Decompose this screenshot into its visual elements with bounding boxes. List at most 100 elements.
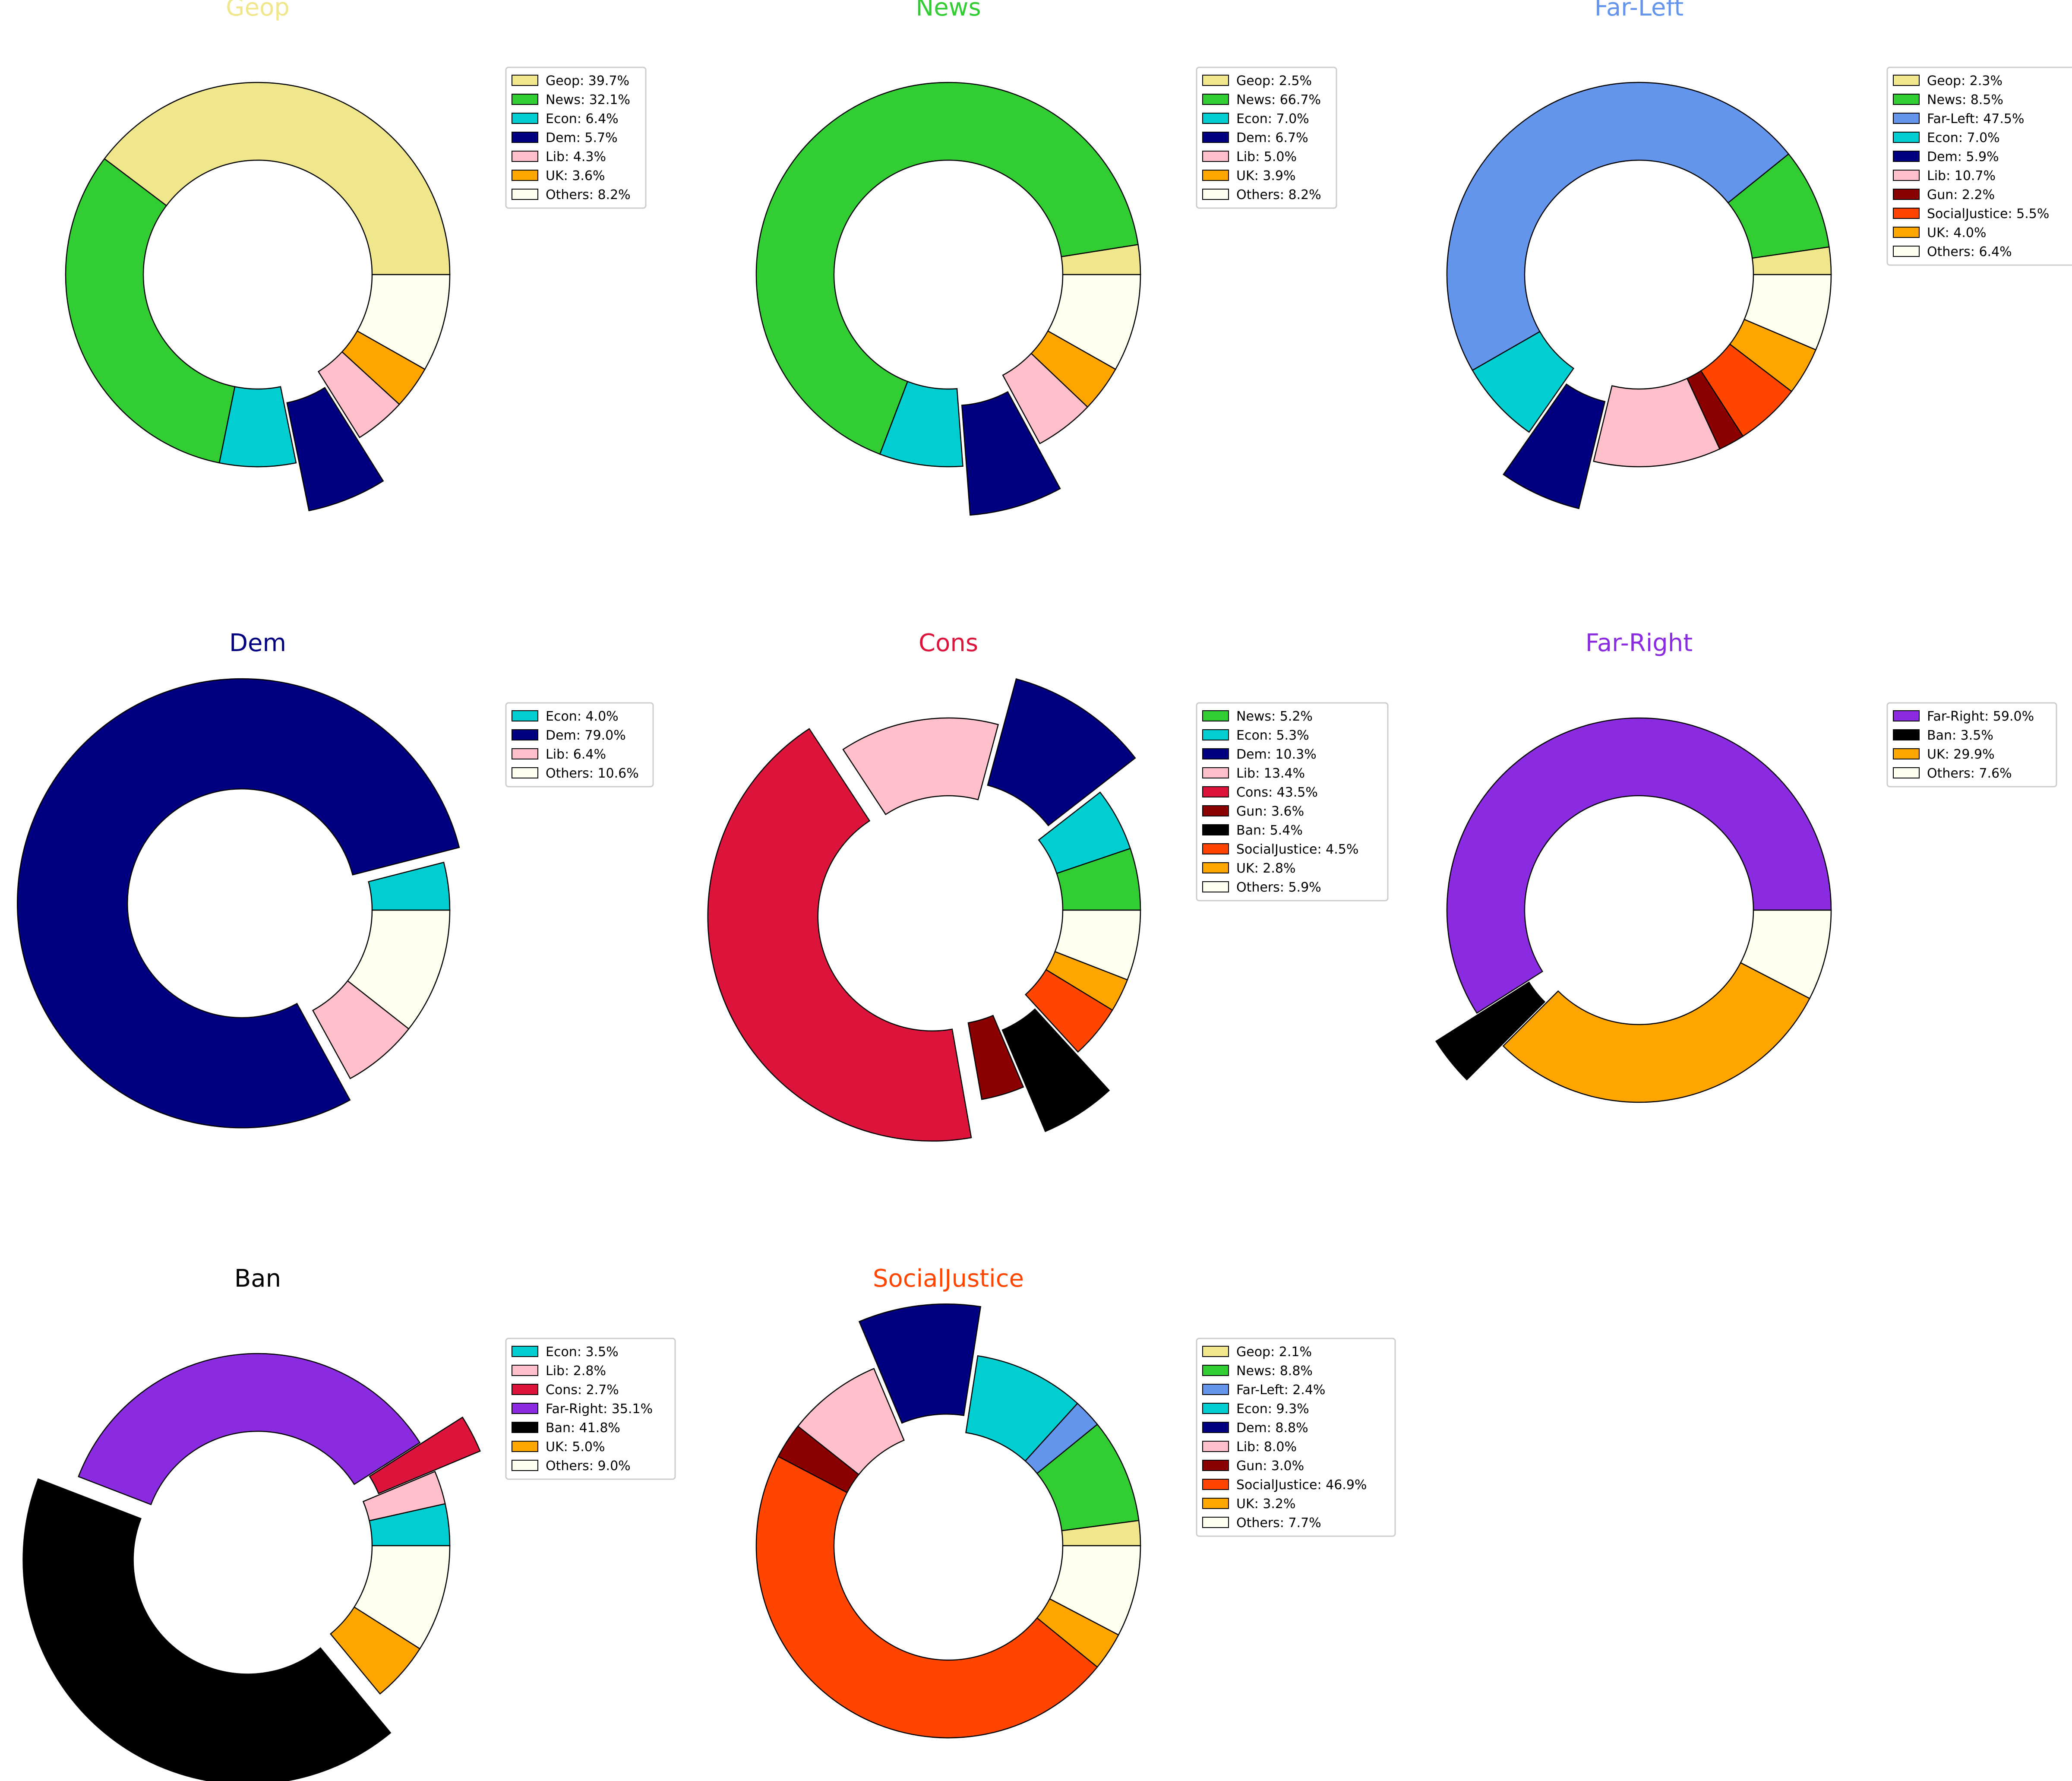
slice-news-news: [755, 82, 1139, 455]
legend-label-uk: UK: 29.9%: [1927, 747, 1995, 762]
legend-label-econ: Econ: 7.0%: [1236, 111, 1309, 127]
legend-label-geop: Geop: 2.3%: [1927, 73, 2003, 89]
legend-geop: Geop: 39.7% News: 32.1% Econ: 6.4% Dem: 5.7…: [505, 66, 647, 209]
chart-title-geop: Geop: [226, 0, 290, 22]
legend-label-lib: Lib: 4.3%: [546, 149, 606, 164]
legend-swatch-dem: [1202, 748, 1229, 759]
legend-frame: [505, 1338, 676, 1480]
legend-label-lib: Lib: 13.4%: [1236, 766, 1305, 781]
legend-label-others: Others: 8.2%: [546, 187, 631, 202]
legend-swatch-uk: [1202, 1498, 1229, 1509]
legend-swatch-dem: [1893, 151, 1920, 162]
legend-socialjustice: Geop: 2.1% News: 8.8% Far-Left: 2.4% Econ: …: [1196, 1338, 1396, 1537]
legend-swatch-econ: [512, 1346, 538, 1357]
legend-swatch-others: [1202, 189, 1229, 200]
legend-frame: [1196, 66, 1337, 209]
slice-cons-econ: [1038, 791, 1131, 874]
legend-label-lib: Lib: 2.8%: [546, 1363, 606, 1379]
legend-swatch-lib: [1202, 767, 1229, 778]
legend-label-far-left: Far-Left: 47.5%: [1927, 111, 2025, 127]
legend-label-socialjustice: SocialJustice: 4.5%: [1236, 842, 1358, 857]
legend-label-lib: Lib: 5.0%: [1236, 149, 1297, 164]
legend-swatch-ban: [1893, 729, 1920, 740]
legend-swatch-gun: [1202, 805, 1229, 816]
legend-label-news: News: 8.5%: [1927, 92, 2003, 108]
slice-socialjustice-socialjustice: [755, 1455, 1098, 1739]
slice-far-right-ban: [1435, 981, 1546, 1081]
legend-swatch-uk: [512, 170, 538, 181]
slice-ban-lib: [362, 1471, 446, 1522]
slice-far-right-others: [1740, 909, 1832, 1000]
legend-swatch-econ: [1202, 1403, 1229, 1414]
slice-geop-geop: [104, 82, 451, 275]
legend-label-others: Others: 10.6%: [546, 766, 639, 781]
legend-frame: [1196, 702, 1389, 902]
legend-swatch-uk: [1893, 227, 1920, 238]
legend-label-others: Others: 7.6%: [1927, 766, 2012, 781]
legend-label-far-left: Far-Left: 2.4%: [1236, 1382, 1325, 1398]
legend-swatch-uk: [1202, 170, 1229, 181]
slice-news-others: [1047, 274, 1141, 370]
slice-far-right-far-right: [1446, 717, 1832, 1014]
legend-swatch-uk: [512, 1441, 538, 1452]
slice-news-dem: [961, 391, 1061, 516]
legend-label-uk: UK: 3.9%: [1236, 168, 1296, 183]
slice-geop-news: [65, 158, 236, 464]
legend-label-cons: Cons: 43.5%: [1236, 785, 1318, 800]
legend-swatch-socialjustice: [1202, 843, 1229, 854]
legend-swatch-econ: [1202, 729, 1229, 740]
legend-swatch-lib: [512, 151, 538, 162]
legend-label-geop: Geop: 2.1%: [1236, 1344, 1312, 1360]
legend-label-far-right: Far-Right: 35.1%: [546, 1401, 653, 1417]
legend-label-dem: Dem: 5.7%: [546, 130, 618, 146]
slice-dem-econ: [368, 861, 451, 911]
slice-ban-cons: [369, 1416, 481, 1494]
legend-swatch-news: [1202, 710, 1229, 721]
slice-cons-others: [1054, 909, 1141, 981]
legend-label-ban: Ban: 41.8%: [546, 1420, 620, 1436]
legend-label-socialjustice: SocialJustice: 5.5%: [1927, 206, 2049, 221]
legend-label-lib: Lib: 6.4%: [546, 747, 606, 762]
legend-cons: News: 5.2% Econ: 5.3% Dem: 10.3% Lib: 13.4%…: [1196, 702, 1389, 902]
legend-news: Geop: 2.5% News: 66.7% Econ: 7.0% Dem: 6.7%…: [1196, 66, 1337, 209]
slice-news-econ: [879, 380, 963, 468]
legend-label-uk: UK: 2.8%: [1236, 861, 1296, 876]
legend-label-econ: Econ: 3.5%: [546, 1344, 619, 1360]
legend-swatch-news: [1893, 94, 1920, 105]
legend-label-others: Others: 9.0%: [546, 1458, 631, 1474]
chart-title-cons: Cons: [919, 629, 978, 657]
chart-panel-news: News Geop: 2.5% News: 66.7% Econ: 7.0% Dem: …: [755, 0, 1337, 516]
legend-swatch-geop: [1202, 75, 1229, 86]
chart-panel-socialjustice: SocialJustice Geop: 2.1% News: 8.8% Far-Lef…: [755, 1265, 1396, 1739]
legend-label-lib: Lib: 10.7%: [1927, 168, 1996, 183]
legend-label-dem: Dem: 8.8%: [1236, 1420, 1308, 1436]
slice-cons-lib: [842, 717, 999, 816]
legend-swatch-ban: [512, 1422, 538, 1433]
legend-swatch-lib: [512, 1365, 538, 1376]
legend-label-uk: UK: 3.2%: [1236, 1496, 1296, 1512]
legend-swatch-others: [1202, 1517, 1229, 1528]
legend-label-dem: Dem: 5.9%: [1927, 149, 1999, 164]
legend-label-uk: UK: 5.0%: [546, 1439, 605, 1455]
legend-swatch-econ: [1893, 132, 1920, 143]
legend-label-others: Others: 6.4%: [1927, 244, 2012, 259]
slice-far-right-uk: [1502, 962, 1810, 1103]
legend-label-uk: UK: 4.0%: [1927, 225, 1987, 240]
legend-swatch-econ: [512, 113, 538, 124]
legend-label-cons: Cons: 2.7%: [546, 1382, 619, 1398]
legend-frame: [505, 702, 654, 788]
legend-swatch-others: [1202, 881, 1229, 892]
slice-far-left-others: [1744, 274, 1832, 351]
chart-title-far-left: Far-Left: [1595, 0, 1684, 22]
legend-frame: [1886, 66, 2072, 266]
legend-label-news: News: 32.1%: [546, 92, 630, 108]
legend-label-econ: Econ: 5.3%: [1236, 728, 1309, 743]
legend-swatch-far-left: [1202, 1384, 1229, 1395]
legend-swatch-geop: [512, 75, 538, 86]
legend-label-gun: Gun: 2.2%: [1927, 187, 1995, 202]
chart-panel-ban: Ban Econ: 3.5% Lib: 2.8% Cons: 2.7% Far-Righ…: [22, 1265, 676, 1781]
legend-frame: [1196, 1338, 1396, 1537]
slice-far-left-dem: [1503, 383, 1606, 509]
chart-panel-far-right: Far-Right Far-Right: 59.0% Ban: 3.5% UK: 29…: [1435, 629, 2057, 1103]
